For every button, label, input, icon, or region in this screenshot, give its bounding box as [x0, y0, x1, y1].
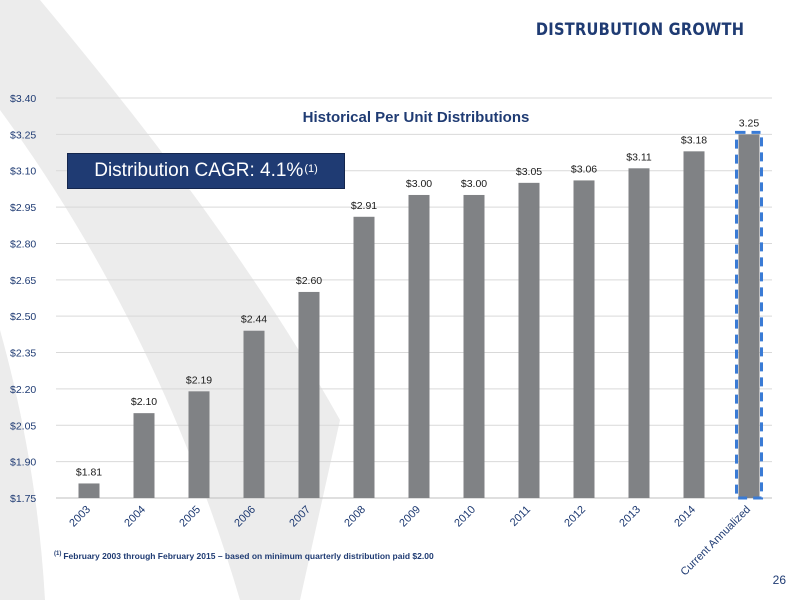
y-tick-label: $3.40: [10, 93, 36, 105]
data-label: $3.18: [681, 134, 707, 146]
data-label: $2.10: [131, 396, 157, 408]
bar: [628, 168, 650, 498]
data-label: $1.81: [76, 466, 102, 478]
x-tick-label: 2011: [508, 504, 533, 529]
data-label: $2.44: [241, 314, 267, 326]
bar: [243, 330, 265, 498]
chart-title: Historical Per Unit Distributions: [303, 109, 530, 126]
cagr-callout: Distribution CAGR: 4.1% (1): [67, 153, 345, 189]
bar: [353, 216, 375, 498]
x-tick-label: 2008: [342, 504, 368, 530]
y-tick-label: $1.90: [10, 457, 36, 469]
bar: [408, 194, 430, 498]
y-tick-label: $2.35: [10, 348, 36, 360]
bar: [188, 391, 210, 498]
y-tick-label: $1.75: [10, 493, 36, 505]
data-label: $3.11: [626, 151, 652, 163]
bar: [463, 194, 485, 498]
data-label: $2.19: [186, 374, 212, 386]
bar: [683, 151, 705, 499]
data-label: $3.06: [571, 163, 597, 175]
x-tick-label: 2012: [562, 504, 588, 530]
x-tick-label: 2005: [177, 504, 203, 530]
footnote-marker: (1): [54, 551, 62, 558]
data-label: $3.00: [461, 178, 487, 190]
x-tick-label: 2010: [452, 504, 478, 530]
header-title: DISTRUBUTION GROWTH: [535, 20, 744, 40]
footnote: (1) February 2003 through February 2015 –…: [54, 551, 434, 561]
y-tick-label: $2.20: [10, 384, 36, 396]
bar: [573, 180, 595, 498]
y-tick-label: $2.95: [10, 202, 36, 214]
y-tick-label: $2.05: [10, 420, 36, 432]
bar: [518, 182, 540, 498]
y-tick-label: $3.10: [10, 166, 36, 178]
y-tick-label: $3.25: [10, 129, 36, 141]
x-tick-label: 2006: [232, 504, 258, 530]
data-label: $2.60: [296, 275, 322, 287]
bar: [133, 413, 155, 498]
x-tick-label: 2003: [67, 504, 93, 530]
x-tick-label: 2004: [122, 504, 148, 530]
page-number: 26: [772, 573, 786, 587]
data-label: $2.91: [351, 200, 377, 212]
data-label: 3.25: [739, 117, 760, 129]
y-tick-label: $2.50: [10, 311, 36, 323]
cagr-footnote-marker: (1): [304, 163, 318, 175]
footnote-text: February 2003 through February 2015 – ba…: [63, 551, 434, 561]
x-tick-label: 2014: [672, 504, 698, 530]
cagr-callout-text: Distribution CAGR: 4.1%: [94, 160, 304, 181]
x-tick-label: 2013: [617, 504, 643, 530]
x-tick-label: 2009: [397, 504, 423, 530]
data-label: $3.05: [516, 166, 542, 178]
y-tick-label: $2.80: [10, 238, 36, 250]
bar: [78, 483, 100, 498]
bar: [298, 291, 320, 498]
data-label: $3.00: [406, 178, 432, 190]
bar: [738, 134, 760, 498]
y-tick-label: $2.65: [10, 275, 36, 287]
x-tick-label: 2007: [287, 504, 313, 530]
